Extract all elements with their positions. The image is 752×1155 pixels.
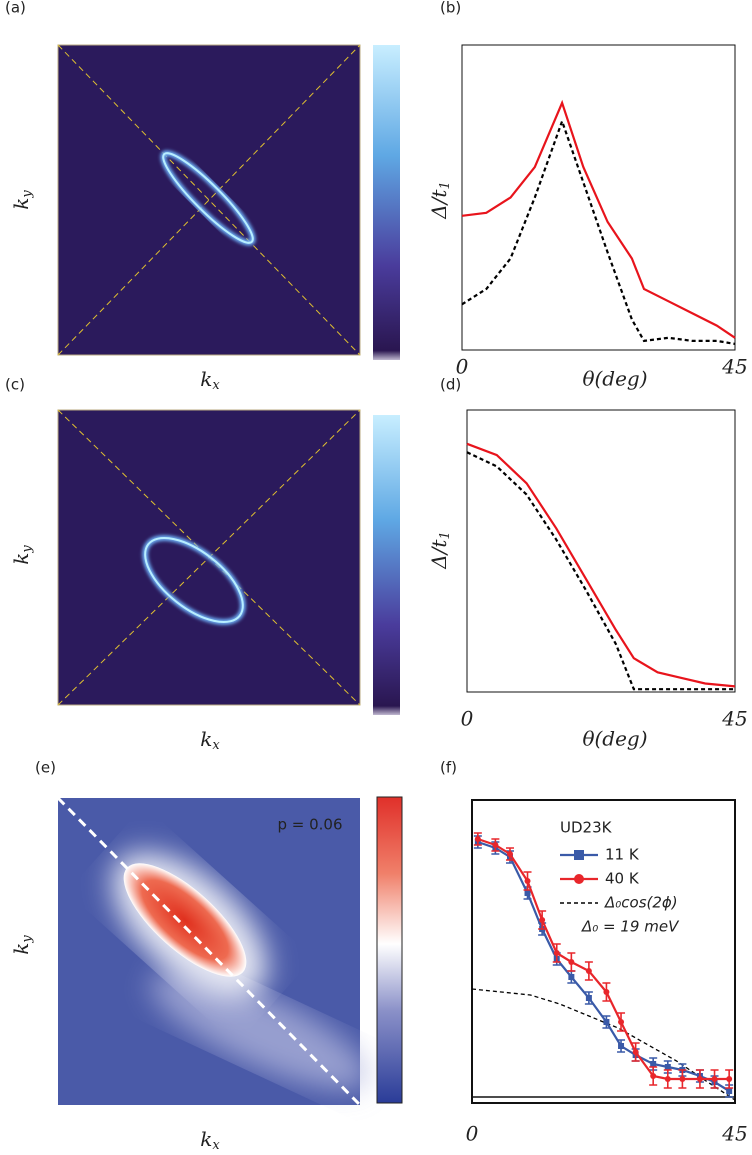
legend-marker: [574, 850, 584, 860]
y-axis-label: Δ/t1: [427, 531, 453, 570]
y-axis-label-sub: y: [20, 935, 35, 944]
legend-label: 11 K: [605, 846, 640, 864]
y-axis-label: ky: [9, 190, 35, 210]
heatmap-a: [58, 45, 400, 360]
panel-label: (c): [5, 376, 25, 394]
series-line: [467, 452, 735, 689]
model-curve: [472, 989, 735, 1100]
panel-label: (f): [440, 759, 457, 777]
y-axis-label: Δ/t1: [427, 181, 453, 220]
annotation: p = 0.06: [277, 816, 342, 834]
y-axis-label-base: k: [9, 553, 33, 565]
y-axis-label-base: Δ/t: [427, 189, 451, 220]
data-point: [726, 1076, 732, 1082]
x-axis-label: θ(deg): [582, 367, 647, 391]
data-point: [603, 989, 609, 995]
heatmap-c: [58, 410, 400, 715]
x-axis-label: θ(deg): [582, 727, 647, 751]
x-tick-label: 45: [721, 1122, 747, 1146]
data-point: [492, 842, 498, 848]
x-tick-label: 0: [461, 707, 474, 731]
data-point: [697, 1076, 703, 1082]
series-line: [478, 839, 729, 1079]
data-point: [586, 968, 592, 974]
data-point: [726, 1088, 732, 1094]
plot-frame: [467, 410, 735, 692]
heatmap-e: [58, 797, 402, 1112]
panel-label: (b): [440, 0, 461, 17]
x-axis-label-base: k: [200, 727, 212, 751]
plot-frame: [462, 45, 735, 350]
data-point: [568, 974, 574, 980]
y-axis-label: ky: [9, 935, 35, 955]
legend-title: UD23K: [560, 819, 613, 837]
x-axis-label-sub: x: [212, 378, 220, 393]
legend-marker: [574, 874, 584, 884]
data-point: [679, 1076, 685, 1082]
y-axis-label-base: Δ/t: [427, 539, 451, 570]
legend-label: 40 K: [605, 870, 640, 888]
panel-label: (d): [440, 376, 461, 394]
data-point: [665, 1064, 671, 1070]
y-axis-label-sub: y: [20, 190, 35, 199]
data-point: [507, 851, 513, 857]
x-axis-label-base: k: [200, 1127, 212, 1151]
x-axis-label-sub: x: [212, 738, 220, 753]
data-point: [586, 995, 592, 1001]
y-axis-label-sub: y: [20, 545, 35, 554]
data-point: [525, 890, 531, 896]
x-axis-label-base: k: [200, 367, 212, 391]
data-point: [633, 1049, 639, 1055]
panel-label: (a): [5, 0, 26, 17]
legend-label: Δ₀cos(2ϕ): [604, 894, 678, 912]
y-axis-label-sub: 1: [438, 531, 453, 539]
figure: (a)kxky(b)045θ(deg)Δ/t1(c)kxky(d)045θ(de…: [0, 0, 752, 1155]
data-point: [665, 1076, 671, 1082]
data-point: [539, 917, 545, 923]
x-axis-label: kx: [200, 367, 220, 393]
y-axis-label-sub: 1: [438, 181, 453, 189]
data-point: [554, 950, 560, 956]
data-point: [525, 878, 531, 884]
panel-label: (e): [35, 759, 56, 777]
series-line: [462, 103, 735, 338]
y-axis-label-base: k: [9, 943, 33, 955]
data-point: [712, 1076, 718, 1082]
series-line: [478, 842, 729, 1091]
x-axis-label: kx: [200, 1127, 220, 1153]
x-tick-label: 0: [466, 1122, 479, 1146]
data-point: [618, 1043, 624, 1049]
x-tick-label: 45: [721, 355, 747, 379]
data-point: [568, 959, 574, 965]
annotation: Δ₀ = 19 meV: [581, 918, 680, 936]
data-point: [603, 1019, 609, 1025]
series-line: [462, 121, 735, 344]
series-line: [467, 444, 735, 687]
x-axis-label-sub: x: [212, 1138, 220, 1153]
data-point: [650, 1073, 656, 1079]
y-axis-label: ky: [9, 545, 35, 565]
plot-frame: [472, 800, 735, 1103]
data-point: [475, 836, 481, 842]
x-axis-label: kx: [200, 727, 220, 753]
data-point: [618, 1019, 624, 1025]
x-tick-label: 45: [721, 707, 747, 731]
data-point: [650, 1061, 656, 1067]
y-axis-label-base: k: [9, 198, 33, 210]
